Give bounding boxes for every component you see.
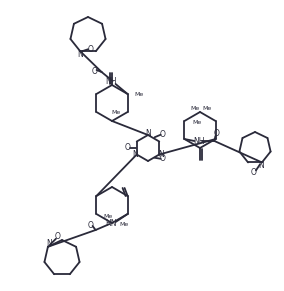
- Text: Me: Me: [190, 107, 200, 111]
- Text: NH: NH: [194, 136, 205, 146]
- Text: O: O: [160, 130, 166, 139]
- Text: N: N: [46, 239, 52, 248]
- Text: Me: Me: [103, 214, 113, 219]
- Text: O: O: [87, 45, 93, 54]
- Text: O: O: [251, 168, 257, 177]
- Text: O: O: [88, 221, 93, 230]
- Text: N: N: [158, 150, 164, 159]
- Text: O: O: [214, 129, 219, 139]
- Text: Me: Me: [119, 223, 128, 228]
- Text: N: N: [77, 50, 83, 59]
- Text: HN: HN: [105, 219, 116, 228]
- Text: N: N: [258, 161, 264, 170]
- Text: NH: NH: [105, 77, 116, 86]
- Text: Me: Me: [135, 91, 144, 97]
- Text: O: O: [92, 67, 97, 75]
- Text: O: O: [160, 154, 166, 163]
- Text: O: O: [125, 143, 131, 152]
- Text: N: N: [145, 129, 151, 138]
- Text: Me: Me: [193, 120, 202, 125]
- Text: Me: Me: [202, 107, 212, 111]
- Text: Me: Me: [111, 109, 121, 114]
- Text: N: N: [132, 150, 138, 159]
- Text: O: O: [55, 232, 61, 241]
